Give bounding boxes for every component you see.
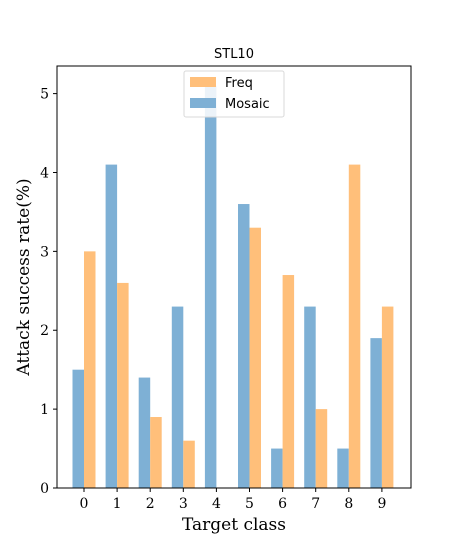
- x-tick-label: 6: [278, 496, 287, 512]
- legend-label-mosaic: Mosaic: [225, 97, 270, 112]
- x-tick-label: 0: [80, 496, 89, 512]
- bar-mosaic-class-2: [138, 377, 151, 488]
- y-tick-label: 2: [40, 323, 49, 339]
- bar-freq-class-7: [315, 409, 328, 488]
- bar-mosaic-class-5: [238, 204, 250, 489]
- y-axis-label: Attack success rate(%): [14, 178, 34, 376]
- legend: Freq Mosaic: [183, 70, 285, 118]
- x-axis-ticks: 0 1 2 3 4 5 6 7 8 9: [80, 488, 386, 512]
- y-axis-ticks: 0 1 2 3 4 5: [40, 87, 57, 497]
- bar-freq-class-1: [117, 282, 129, 488]
- y-tick-label: 4: [40, 165, 49, 181]
- bar-freq-class-2: [150, 417, 162, 488]
- y-tick-label: 5: [40, 87, 49, 103]
- x-axis-label: Target class: [182, 515, 286, 535]
- legend-swatch-freq: [190, 77, 216, 87]
- bar-freq-class-6: [282, 275, 295, 488]
- chart-title: STL10: [214, 47, 254, 62]
- bars-group: [72, 85, 394, 489]
- bar-mosaic-class-7: [304, 306, 316, 488]
- y-tick-label: 3: [40, 244, 49, 260]
- x-tick-label: 8: [344, 496, 353, 512]
- bar-mosaic-class-8: [337, 448, 349, 488]
- bar-freq-class-5: [249, 227, 261, 488]
- bar-mosaic-class-9: [370, 338, 382, 488]
- bar-freq-class-0: [84, 251, 96, 488]
- bar-mosaic-class-6: [271, 448, 283, 488]
- legend-label-freq: Freq: [225, 76, 253, 91]
- x-tick-label: 2: [146, 496, 155, 512]
- legend-swatch-mosaic: [190, 98, 216, 108]
- y-tick-label: 0: [40, 481, 49, 497]
- x-tick-label: 1: [113, 496, 122, 512]
- bar-freq-class-8: [348, 164, 361, 488]
- bar-mosaic-class-4: [204, 85, 217, 488]
- x-tick-label: 4: [212, 496, 221, 512]
- bar-freq-class-3: [183, 440, 195, 488]
- bar-mosaic-class-3: [171, 306, 184, 488]
- x-tick-label: 3: [179, 496, 188, 512]
- plot-frame: [56, 65, 412, 489]
- bar-mosaic-class-0: [72, 369, 84, 488]
- x-tick-label: 9: [377, 496, 386, 512]
- y-tick-label: 1: [40, 402, 49, 418]
- bar-freq-class-9: [381, 306, 394, 488]
- x-tick-label: 7: [311, 496, 320, 512]
- bar-mosaic-class-1: [105, 164, 118, 488]
- x-tick-label: 5: [245, 496, 254, 512]
